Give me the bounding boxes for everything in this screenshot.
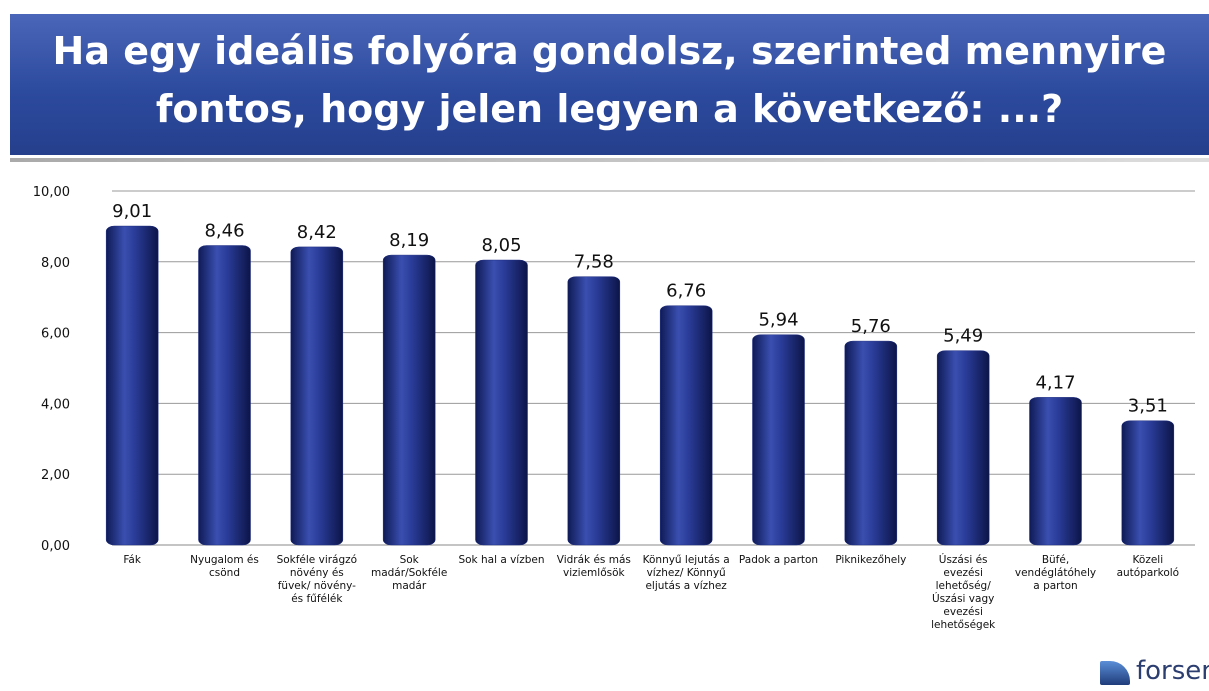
value-label: 7,58 xyxy=(574,252,614,273)
value-label: 8,19 xyxy=(389,230,429,251)
bar xyxy=(567,276,621,546)
x-tick-label: Nyugalom és csönd xyxy=(190,554,259,579)
bar xyxy=(752,334,805,546)
x-tick-label: Könnyű lejutás a vízhez/ Könnyű eljutás … xyxy=(642,554,730,592)
x-tick-label: Úszási és evezési lehetőség/ Úszási vagy… xyxy=(931,554,996,631)
x-tick-label: Sokféle virágzó növény és füvek/ növény-… xyxy=(276,554,358,605)
value-label: 8,46 xyxy=(204,221,244,242)
value-label: 3,51 xyxy=(1128,396,1168,417)
y-tick-label: 0,00 xyxy=(41,539,70,554)
y-tick-label: 2,00 xyxy=(41,468,70,483)
x-tick-label: Padok a parton xyxy=(738,554,819,566)
y-tick-label: 10,00 xyxy=(33,185,70,200)
y-tick-label: 8,00 xyxy=(41,256,70,271)
value-label: 8,05 xyxy=(481,235,521,256)
title-banner xyxy=(10,14,1209,155)
value-label: 6,76 xyxy=(666,281,706,302)
bar xyxy=(1121,420,1175,546)
y-tick-label: 4,00 xyxy=(41,397,70,412)
bar xyxy=(844,340,898,546)
chart-title: Ha egy ideális folyóra gondolsz, szerint… xyxy=(52,29,1167,131)
bar xyxy=(198,245,251,546)
x-tick-label: Sok madár/Sokféle madár xyxy=(370,554,448,592)
bar xyxy=(475,259,528,546)
x-tick-label: Sok hal a vízben xyxy=(458,554,545,566)
bar xyxy=(1029,397,1082,546)
value-label: 4,17 xyxy=(1035,372,1075,393)
value-label: 5,49 xyxy=(943,326,983,347)
logo: forsense xyxy=(1136,656,1209,686)
bar xyxy=(936,350,990,546)
bar xyxy=(659,305,713,546)
x-tick-label: Vidrák és más viziemlősök xyxy=(556,554,631,579)
x-tick-label: Fák xyxy=(123,554,141,566)
x-tick-label: Piknikezőhely xyxy=(835,554,907,566)
x-tick-label: Büfé, vendéglátóhely a parton xyxy=(1014,554,1097,592)
x-tick-label: Közeli autóparkoló xyxy=(1116,554,1180,579)
value-label: 5,94 xyxy=(758,310,798,331)
value-label: 8,42 xyxy=(297,222,337,243)
value-label: 9,01 xyxy=(112,201,152,222)
bar xyxy=(290,246,344,546)
bar xyxy=(105,225,159,546)
bar xyxy=(382,254,436,546)
y-tick-label: 6,00 xyxy=(41,327,70,342)
divider xyxy=(10,158,1209,162)
value-label: 5,76 xyxy=(851,316,891,337)
